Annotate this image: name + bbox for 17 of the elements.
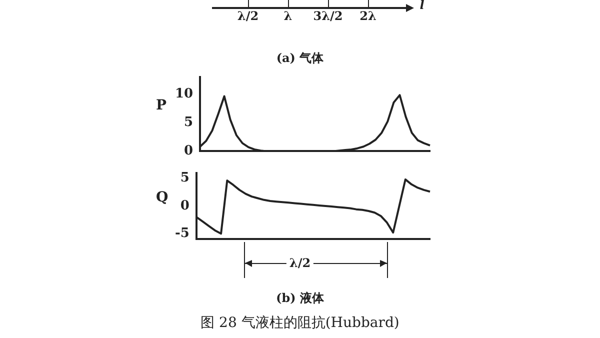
y-tick-label: 5 [184,114,194,130]
y-tick-label: 10 [174,86,194,102]
text: l [420,0,424,12]
y-tick-label: -5 [174,226,190,242]
category-label: 3λ/2 [313,9,343,23]
category-label: λ/2 [237,9,259,23]
y-axis-title: P [156,98,167,114]
y-tick-label: 0 [180,198,190,214]
y-axis-title: Q [156,190,168,206]
category-label: λ [284,9,292,23]
y-tick-label: 0 [184,144,194,159]
caption: 图 28 气液柱的阻抗(Hubbard) [200,314,400,332]
category-label: 2λ [360,9,376,23]
text: (b) 液体 [276,290,324,307]
y-tick-label: 5 [180,170,190,186]
text: (a) 气体 [276,50,324,67]
text: λ/2 [286,256,314,270]
